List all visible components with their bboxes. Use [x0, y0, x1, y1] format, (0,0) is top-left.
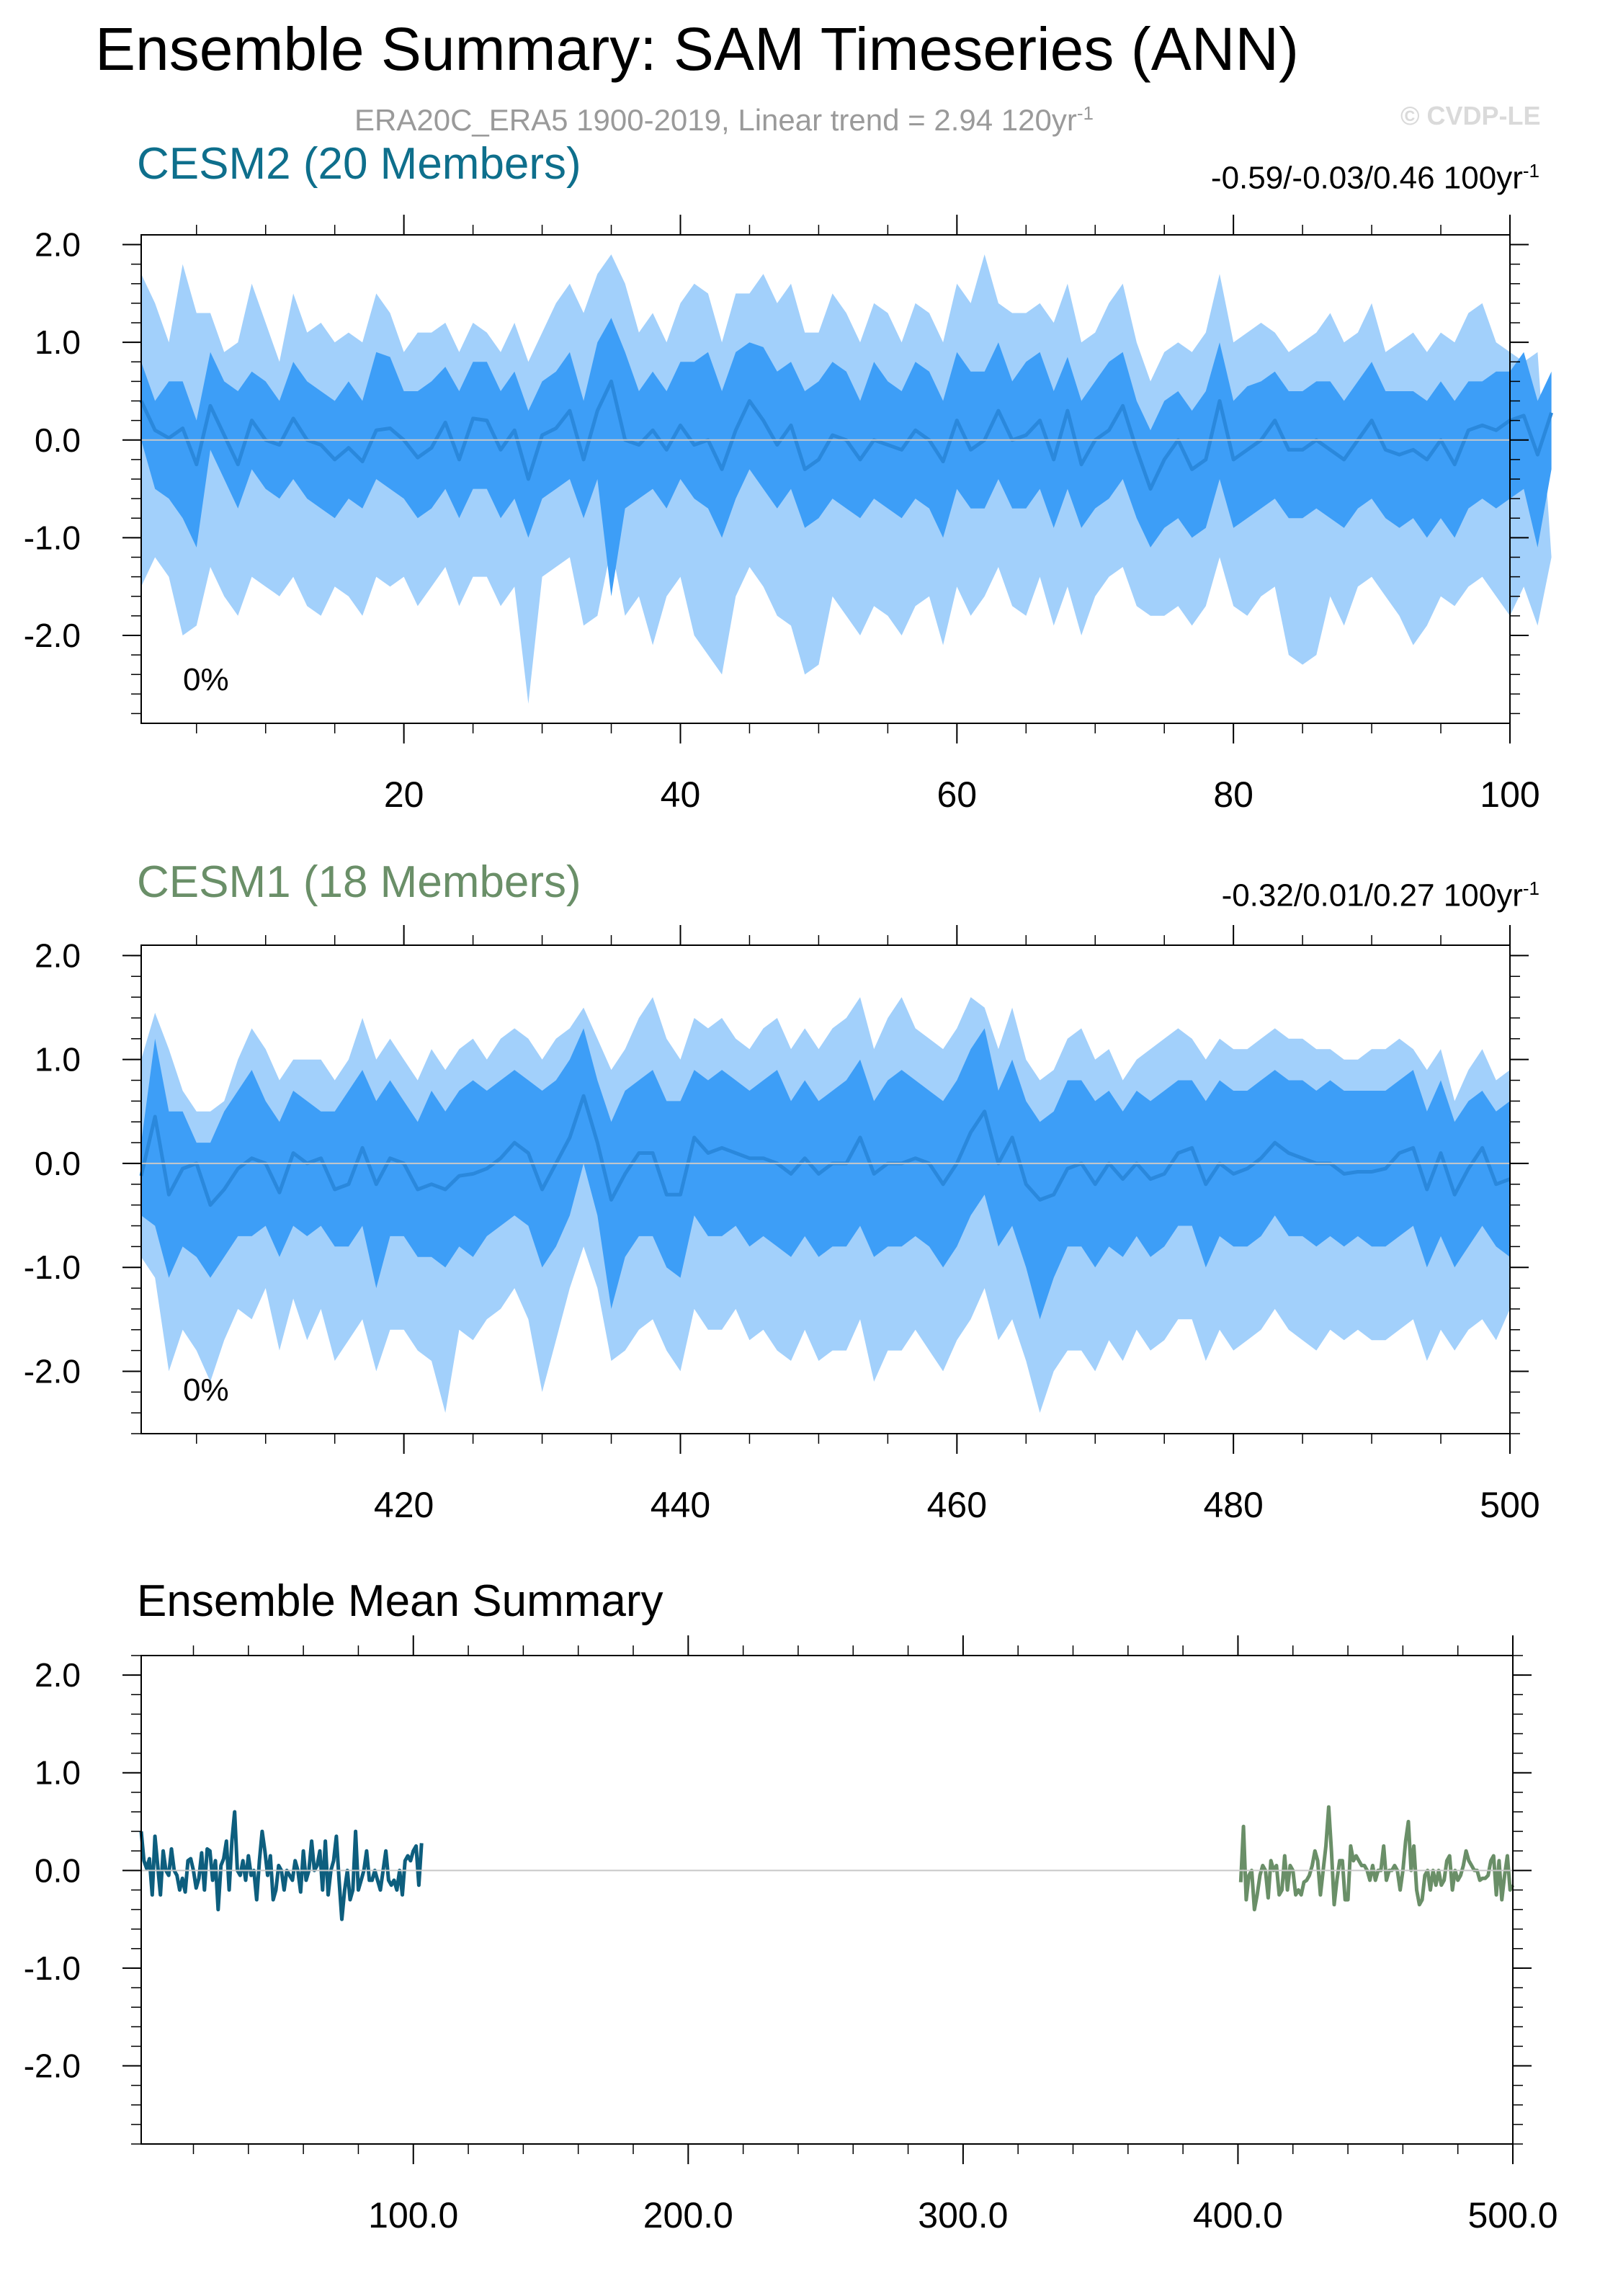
panel-3-ytick-label: 1.0 — [35, 1754, 81, 1792]
panel-3-ytick-label: -1.0 — [24, 1949, 81, 1987]
panel-1-xtick-label: 100 — [1480, 774, 1539, 815]
panel-2-inner-band — [141, 1028, 1510, 1320]
panel-2-ytick-label: 2.0 — [35, 937, 81, 974]
panel-3-title: Ensemble Mean Summary — [137, 1576, 663, 1626]
figure-subtitle: ERA20C_ERA5 1900-2019, Linear trend = 2.… — [354, 95, 1094, 138]
panel-2-xtick-label: 440 — [651, 1485, 710, 1525]
panel-2-median-line — [139, 1094, 1511, 1207]
panel-1-percent-label: 0% — [183, 662, 229, 697]
copyright-label: © CVDP-LE — [1400, 101, 1541, 130]
panel-1-ytick-label: -2.0 — [24, 617, 81, 654]
panel-2-xtick-label: 480 — [1203, 1485, 1263, 1525]
panel-2-xtick-label: 420 — [374, 1485, 434, 1525]
panel-1-ytick-label: 2.0 — [35, 226, 81, 264]
panel-2-trend: -0.32/0.01/0.27 100yr-1 — [1222, 869, 1539, 916]
panel-3-xtick-label: 200.0 — [643, 2195, 733, 2235]
panel-1-inner-band — [141, 318, 1552, 597]
panel-1-trend-sup: -1 — [1522, 160, 1539, 182]
panel-1-xtick-label: 40 — [661, 774, 701, 815]
figure-title: Ensemble Summary: SAM Timeseries (ANN) — [95, 15, 1300, 83]
panel-2-ytick-label: -1.0 — [24, 1248, 81, 1286]
panel-2-ytick-label: 0.0 — [35, 1145, 81, 1182]
panel-1-xtick-label: 20 — [384, 774, 424, 815]
panel-2-title: CESM1 (18 Members) — [137, 857, 581, 907]
panel-1-ytick-label: -1.0 — [24, 519, 81, 556]
panel-1-trend-text: -0.59/-0.03/0.46 100yr — [1210, 160, 1523, 196]
panel-3-xtick-label: 300.0 — [918, 2195, 1008, 2235]
panel-2-ytick-label: -2.0 — [24, 1352, 81, 1390]
panel-3-series-1-line — [139, 1810, 424, 1921]
panel-3-ytick-label: 2.0 — [35, 1656, 81, 1694]
panel-1-ytick-label: 1.0 — [35, 323, 81, 361]
subtitle-text: ERA20C_ERA5 1900-2019, Linear trend = 2.… — [354, 103, 1077, 137]
panel-3-ytick-label: -2.0 — [24, 2047, 81, 2085]
panel-3-frame — [140, 1655, 1514, 2145]
subtitle-sup: -1 — [1076, 102, 1094, 124]
panel-1-trend: -0.59/-0.03/0.46 100yr-1 — [1211, 151, 1539, 198]
panel-2-xtick-label: 500 — [1480, 1485, 1539, 1525]
panel-1-xtick-label: 60 — [937, 774, 978, 815]
panel-2-trend-text: -0.32/0.01/0.27 100yr — [1221, 877, 1523, 914]
panel-1-xtick-label: 80 — [1213, 774, 1253, 815]
panel-2-percent-label: 0% — [183, 1372, 229, 1408]
panel-3-xtick-label: 100.0 — [368, 2195, 458, 2235]
panel-3-series-2-line — [1238, 1805, 1515, 1912]
panel-3-ytick-label: 0.0 — [35, 1851, 81, 1889]
panel-3-xtick-label: 500.0 — [1467, 2195, 1557, 2235]
panel-3-xtick-label: 400.0 — [1193, 2195, 1283, 2235]
panel-2-trend-sup: -1 — [1522, 877, 1539, 899]
panel-2-ytick-label: 1.0 — [35, 1041, 81, 1078]
panel-2-frame — [140, 944, 1511, 1434]
panel-1-title: CESM2 (20 Members) — [137, 139, 581, 189]
panel-2-xtick-label: 460 — [927, 1485, 987, 1525]
panel-1-ytick-label: 0.0 — [35, 421, 81, 459]
